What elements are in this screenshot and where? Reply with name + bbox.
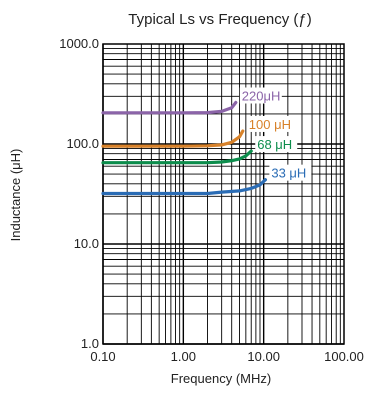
- series-line-3: [101, 178, 267, 196]
- y-tick-label: 100.0: [66, 136, 99, 151]
- series-label-3: 33 μH: [271, 166, 306, 181]
- series-label-bg-2: [255, 136, 298, 153]
- series-label-2: 68 μH: [257, 137, 292, 152]
- chart-title: Typical Ls vs Frequency (ƒ): [128, 11, 311, 28]
- series-label-0: 220μH: [242, 89, 281, 104]
- y-tick-label: 1000.0: [59, 36, 99, 51]
- x-tick-label: 10.00: [247, 349, 280, 364]
- series-line-2: [101, 149, 253, 165]
- series-layer: 220μH 100 μH 68 μH 33 μH: [101, 87, 312, 196]
- y-axis-label: Inductance (μH): [8, 149, 23, 242]
- y-tick-label: 1.0: [81, 336, 99, 351]
- series-label-bg-3: [269, 164, 312, 181]
- x-tick-label: 1.00: [171, 349, 196, 364]
- x-tick-label: 0.10: [90, 349, 115, 364]
- series-line-1: [101, 129, 245, 148]
- x-axis-label: Frequency (MHz): [171, 371, 271, 386]
- series-label-bg-0: [239, 87, 282, 104]
- x-tick-label: 100.00: [324, 349, 364, 364]
- series-line-0: [101, 100, 238, 115]
- series-label-1: 100 μH: [249, 117, 291, 132]
- tick-labels: 0.10 1.00 10.00 100.00 1.0 10.0 100.0 1000.0: [59, 36, 364, 364]
- y-tick-label: 10.0: [74, 236, 99, 251]
- series-label-bg-1: [246, 115, 297, 132]
- grid-layer: [102, 44, 344, 345]
